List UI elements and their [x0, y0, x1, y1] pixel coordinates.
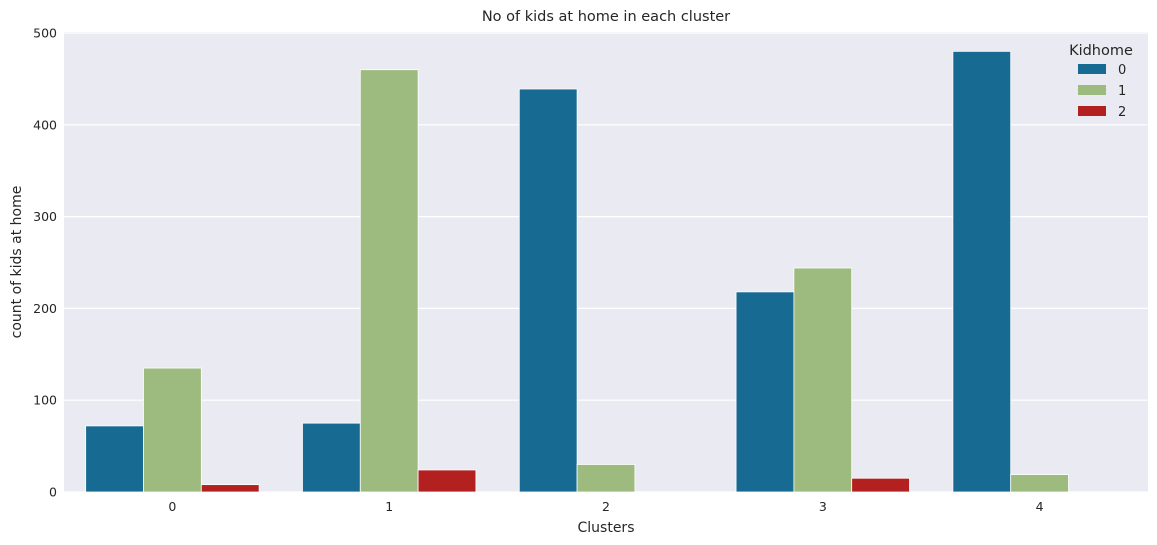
y-tick-label: 100: [33, 393, 57, 408]
y-tick-label: 400: [33, 117, 57, 132]
legend-swatch-2: [1078, 106, 1106, 116]
legend-label-2: 2: [1118, 105, 1126, 120]
x-axis-label: Clusters: [578, 520, 635, 536]
x-tick-label: 2: [602, 499, 610, 514]
bar-cluster-1-kidhome-1: [359, 69, 419, 493]
y-tick-label: 500: [33, 26, 57, 41]
legend-swatch-1: [1078, 85, 1106, 95]
bar-cluster-4-kidhome-1: [1010, 474, 1069, 493]
y-tick-label: 300: [33, 209, 57, 224]
chart-title: No of kids at home in each cluster: [482, 9, 730, 25]
legend-label-0: 0: [1118, 63, 1126, 78]
bar-cluster-1-kidhome-0: [302, 422, 361, 493]
x-tick-label: 4: [1036, 499, 1044, 514]
bar-cluster-2-kidhome-1: [576, 464, 636, 493]
legend-label-1: 1: [1118, 84, 1126, 99]
bar-cluster-0-kidhome-1: [143, 367, 202, 493]
legend-title: Kidhome: [1069, 43, 1133, 59]
bar-cluster-1-kidhome-2: [417, 469, 477, 493]
x-tick-label: 1: [385, 499, 393, 514]
y-tick-label: 200: [33, 301, 57, 316]
y-tick-labels: 0 100 200 300 400 500: [33, 26, 57, 500]
x-tick-label: 3: [819, 499, 827, 514]
bar-cluster-0-kidhome-2: [200, 484, 260, 493]
y-axis-label: count of kids at home: [9, 186, 25, 339]
bar-cluster-4-kidhome-0: [952, 50, 1012, 493]
bar-cluster-2-kidhome-0: [518, 88, 578, 493]
x-tick-label: 0: [168, 499, 176, 514]
bar-cluster-3-kidhome-0: [735, 291, 795, 493]
legend-swatch-0: [1078, 64, 1106, 74]
bars: [85, 50, 1069, 493]
bar-cluster-0-kidhome-0: [85, 425, 144, 493]
x-tick-labels: 0 1 2 3 4: [168, 499, 1043, 514]
y-tick-label: 0: [49, 485, 57, 500]
bar-cluster-3-kidhome-1: [793, 267, 853, 493]
legend: Kidhome 0 1 2: [1069, 43, 1133, 120]
bar-cluster-3-kidhome-2: [851, 477, 910, 493]
